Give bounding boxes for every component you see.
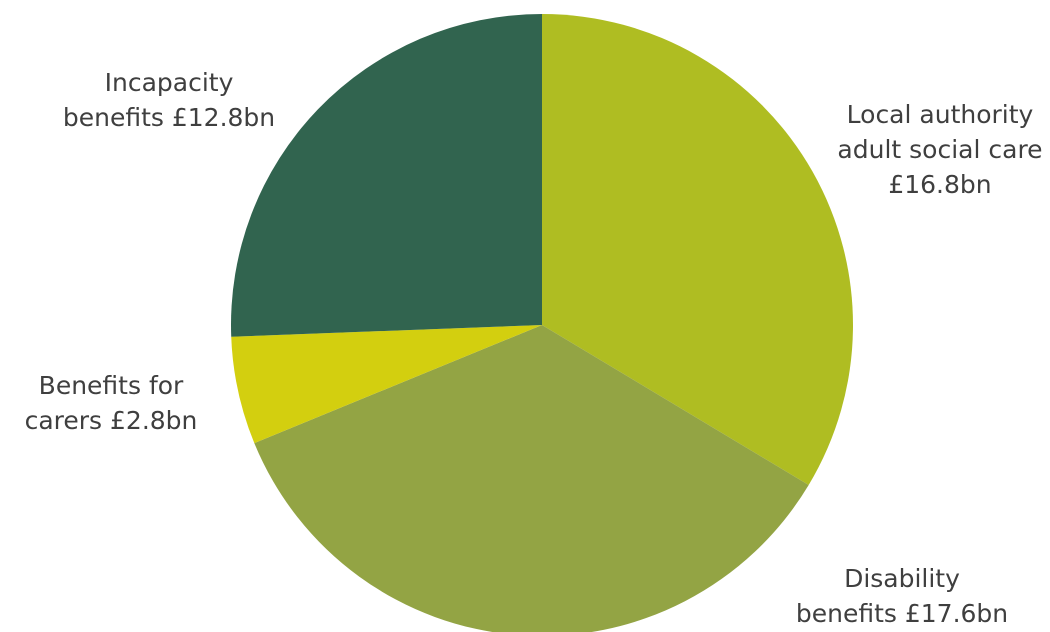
slice-label-line: £16.8bn — [888, 170, 991, 199]
pie-slice — [230, 14, 542, 337]
slice-label-line: adult social care — [837, 135, 1042, 164]
pie-labels: Local authority adult social care £16.8bn D… — [25, 68, 1043, 628]
slice-label-line: benefits £17.6bn — [796, 599, 1008, 628]
pie-slice — [542, 14, 853, 485]
slice-label-line: Benefits for — [39, 371, 184, 400]
slice-label-line: benefits £12.8bn — [63, 103, 275, 132]
slice-label: Disability benefits £17.6bn — [796, 564, 1008, 628]
slice-label-line: carers £2.8bn — [25, 406, 198, 435]
pie-slice — [254, 325, 809, 632]
pie-slices — [230, 14, 853, 632]
slice-label-line: Disability — [844, 564, 960, 593]
slice-label: Incapacity benefits £12.8bn — [63, 68, 275, 132]
slice-label-line: Local authority — [847, 100, 1034, 129]
slice-label: Local authority adult social care £16.8bn — [837, 100, 1042, 199]
slice-label-line: Incapacity — [105, 68, 234, 97]
pie-slice — [231, 325, 542, 444]
slice-label: Benefits for carers £2.8bn — [25, 371, 198, 435]
